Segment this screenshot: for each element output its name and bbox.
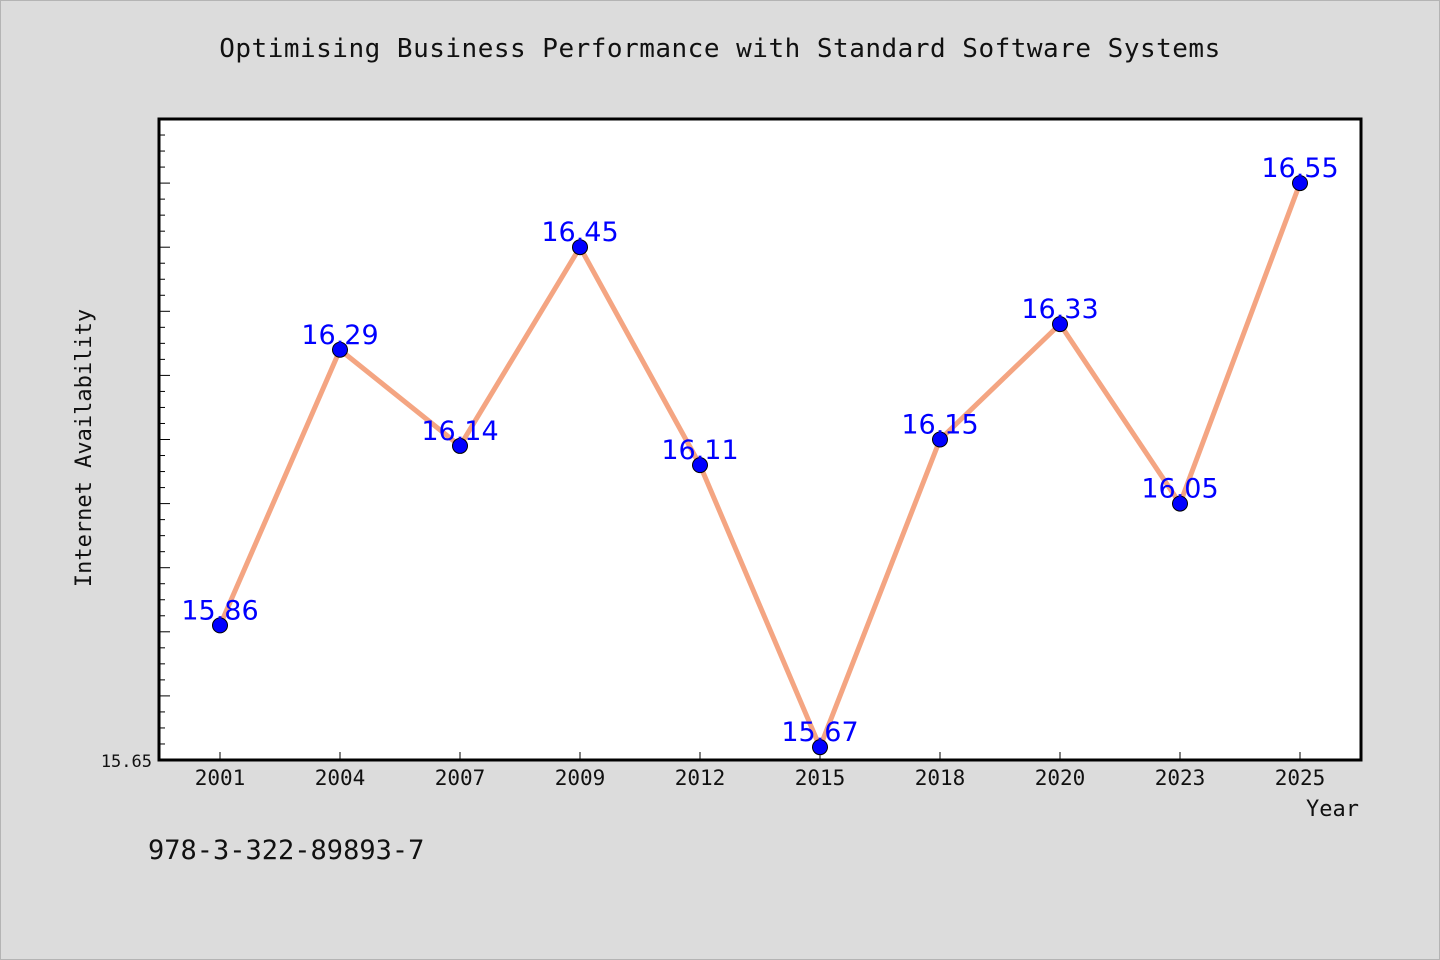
data-label: 16.05: [1141, 474, 1218, 505]
chart-title: Optimising Business Performance with Sta…: [219, 34, 1221, 64]
data-point: [572, 239, 588, 256]
x-tick-label: 2018: [915, 766, 966, 790]
data-label: 16.14: [421, 416, 498, 447]
data-point: [332, 341, 348, 358]
data-point: [812, 739, 828, 756]
data-label: 16.45: [541, 217, 618, 248]
data-label: 15.67: [781, 717, 858, 748]
data-label: 16.29: [301, 320, 378, 351]
x-tick-label: 2015: [795, 766, 846, 790]
x-tick-label: 2020: [1035, 766, 1086, 790]
series-line: [217, 182, 1303, 750]
data-labels: 15.86 16.29 16.14 16.45 16.11 15.67 16.15 16.33…: [181, 153, 1338, 748]
y-axis-ticks: [159, 118, 170, 761]
x-axis-ticks: 2001 2004 2007 2009 2012 2015 2018 2020 2023 2025: [195, 752, 1326, 790]
data-point: [1292, 175, 1308, 192]
plot-area: [157, 117, 1363, 762]
x-tick-label: 2023: [1155, 766, 1206, 790]
data-point: [452, 437, 468, 454]
x-tick-label: 2009: [555, 766, 606, 790]
data-point: [212, 617, 228, 634]
x-tick-label: 2004: [315, 766, 366, 790]
data-label: 16.55: [1261, 153, 1338, 184]
data-point: [932, 431, 948, 448]
x-tick-label: 2007: [435, 766, 486, 790]
x-tick-label: 2025: [1275, 766, 1326, 790]
isbn-text: 978-3-322-89893-7: [148, 835, 425, 866]
data-point: [1052, 316, 1068, 333]
data-label: 16.15: [901, 410, 978, 441]
data-label: 15.86: [181, 595, 258, 626]
series-line-group: [217, 182, 1303, 750]
x-axis-label: Year: [1306, 797, 1359, 822]
y-tick-label: 15.65: [101, 752, 152, 772]
data-label: 16.33: [1021, 294, 1098, 325]
data-point: [1172, 495, 1188, 512]
x-tick-label: 2001: [195, 766, 246, 790]
data-point: [692, 457, 708, 474]
y-axis-label: Internet Availability: [72, 309, 97, 587]
data-label: 16.11: [661, 435, 738, 466]
data-points: [212, 175, 1308, 756]
x-tick-label: 2012: [675, 766, 726, 790]
